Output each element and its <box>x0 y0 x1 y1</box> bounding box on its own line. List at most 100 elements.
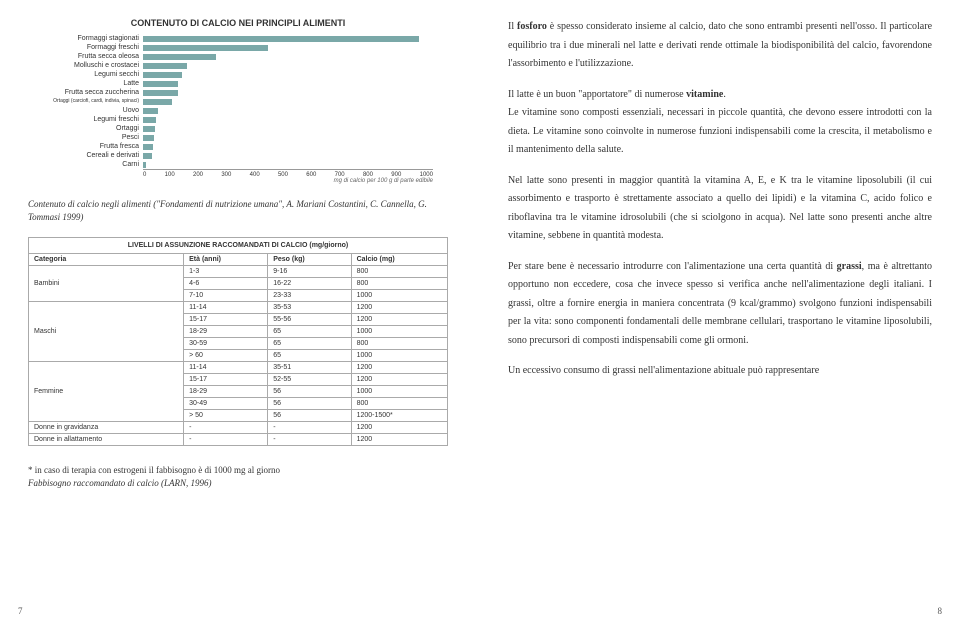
chart-bar-row <box>143 151 433 160</box>
table-cell: 4-6 <box>184 278 268 290</box>
chart-bar-row <box>143 124 433 133</box>
calcium-chart: CONTENUTO DI CALCIO NEI PRINCIPLI ALIMEN… <box>28 18 448 184</box>
table-cell: 65 <box>268 338 351 350</box>
table-cell: 1200 <box>351 374 447 386</box>
bold-fosforo: fosforo <box>517 21 547 32</box>
table-cell: - <box>184 434 268 446</box>
table-cell: - <box>268 422 351 434</box>
table-cell: 1200 <box>351 422 447 434</box>
table-title: LIVELLI DI ASSUNZIONE RACCOMANDATI DI CA… <box>29 238 448 254</box>
chart-bar <box>143 45 268 51</box>
chart-bar-row <box>143 70 433 79</box>
chart-bar <box>143 117 156 123</box>
footnote: * in caso di terapia con estrogeni il fa… <box>28 464 452 489</box>
page-number-right: 8 <box>938 606 943 616</box>
table-cell: 9-16 <box>268 266 351 278</box>
chart-bar <box>143 72 182 78</box>
chart-bar <box>143 126 155 132</box>
table-cell: 52-55 <box>268 374 351 386</box>
table-cell: 1-3 <box>184 266 268 278</box>
table-column-header: Calcio (mg) <box>351 254 447 266</box>
chart-category-labels: Formaggi stagionatiFormaggi freschiFrutt… <box>28 34 143 169</box>
table-cell: 15-17 <box>184 374 268 386</box>
chart-bar-row <box>143 61 433 70</box>
chart-bar <box>143 135 154 141</box>
footnote-source: Fabbisogno raccomandato di calcio (LARN,… <box>28 477 452 490</box>
chart-bar <box>143 81 178 87</box>
chart-bar <box>143 144 153 150</box>
paragraph-vitamins-detail: Nel latte sono presenti in maggior quant… <box>508 172 932 246</box>
table-cell: 800 <box>351 398 447 410</box>
chart-label: Carni <box>28 160 143 169</box>
table-cell: 23-33 <box>268 290 351 302</box>
chart-label: Frutta fresca <box>28 142 143 151</box>
right-page: Il fosforo è spesso considerato insieme … <box>480 0 960 624</box>
chart-bar-row <box>143 79 433 88</box>
table-cell: 15-17 <box>184 314 268 326</box>
table-cell: 35-53 <box>268 302 351 314</box>
table-category-cell: Bambini <box>29 266 184 302</box>
chart-bar <box>143 90 178 96</box>
chart-label: Cereali e derivati <box>28 151 143 160</box>
paragraph-truncated: Un eccessivo consumo di grassi nell'alim… <box>508 362 932 381</box>
left-page: CONTENUTO DI CALCIO NEI PRINCIPLI ALIMEN… <box>0 0 480 624</box>
table-cell: 1200 <box>351 314 447 326</box>
chart-bar-row <box>143 52 433 61</box>
table-cell: - <box>184 422 268 434</box>
axis-tick: 500 <box>278 172 288 178</box>
table-cell: 35-51 <box>268 362 351 374</box>
table-cell: 11-14 <box>184 362 268 374</box>
recommendation-table: LIVELLI DI ASSUNZIONE RACCOMANDATI DI CA… <box>28 237 452 446</box>
table-cell: 56 <box>268 398 351 410</box>
chart-bar-row <box>143 43 433 52</box>
chart-bar-row <box>143 142 433 151</box>
table-cell: 65 <box>268 326 351 338</box>
chart-label: Pesci <box>28 133 143 142</box>
table-cell: - <box>268 434 351 446</box>
table-cell: 18-29 <box>184 326 268 338</box>
table-cell: 800 <box>351 266 447 278</box>
table-cell: 1000 <box>351 386 447 398</box>
table-cell: 30-49 <box>184 398 268 410</box>
chart-bar <box>143 63 187 69</box>
chart-bar <box>143 36 419 42</box>
table-cell: 800 <box>351 278 447 290</box>
table-cell: 65 <box>268 350 351 362</box>
axis-tick: 600 <box>306 172 316 178</box>
chart-label: Ortaggi (carciofi, cardi, indivia, spina… <box>28 97 143 106</box>
table-category-cell: Donne in gravidanza <box>29 422 184 434</box>
table-row: Maschi11-1435-531200 <box>29 302 448 314</box>
bold-vitamine: vitamine <box>686 89 723 100</box>
chart-bar-row <box>143 88 433 97</box>
axis-tick: 200 <box>193 172 203 178</box>
chart-bars <box>143 34 433 169</box>
table-cell: 1000 <box>351 350 447 362</box>
chart-label: Formaggi stagionati <box>28 34 143 43</box>
table-cell: 30-59 <box>184 338 268 350</box>
table-cell: > 60 <box>184 350 268 362</box>
axis-tick: 300 <box>221 172 231 178</box>
table-category-cell: Maschi <box>29 302 184 362</box>
table-cell: 56 <box>268 386 351 398</box>
table-row: Donne in gravidanza--1200 <box>29 422 448 434</box>
chart-label: Ortaggi <box>28 124 143 133</box>
table-cell: 1200-1500* <box>351 410 447 422</box>
table-column-header: Categoria <box>29 254 184 266</box>
table-cell: 1000 <box>351 290 447 302</box>
axis-tick: 100 <box>165 172 175 178</box>
page-number-left: 7 <box>18 606 23 616</box>
chart-bar <box>143 99 172 105</box>
chart-label: Legumi secchi <box>28 70 143 79</box>
footnote-star: * in caso di terapia con estrogeni il fa… <box>28 464 452 477</box>
chart-bar-row <box>143 115 433 124</box>
chart-bar-row <box>143 106 433 115</box>
axis-tick: 0 <box>143 172 146 178</box>
chart-label: Legumi freschi <box>28 115 143 124</box>
chart-bar-row <box>143 160 433 169</box>
table-category-cell: Femmine <box>29 362 184 422</box>
chart-label: Molluschi e crostacei <box>28 61 143 70</box>
table-row: Bambini1-39-16800 <box>29 266 448 278</box>
table-column-header: Età (anni) <box>184 254 268 266</box>
table-cell: 1200 <box>351 302 447 314</box>
chart-bar-row <box>143 133 433 142</box>
